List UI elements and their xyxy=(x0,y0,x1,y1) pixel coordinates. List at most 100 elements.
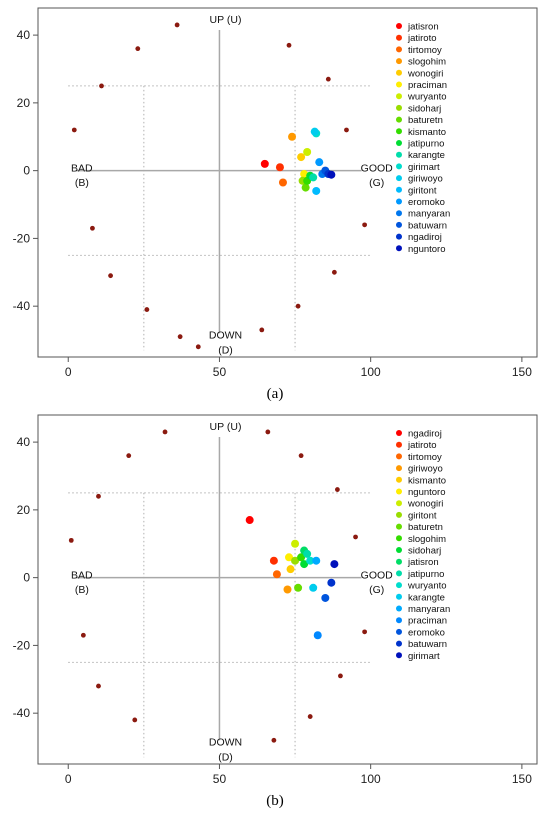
boundary-point xyxy=(295,303,301,309)
x-tick-label: 150 xyxy=(512,772,532,786)
boundary-point xyxy=(108,273,113,279)
y-tick-label: 0 xyxy=(23,571,30,585)
legend-marker xyxy=(396,93,402,100)
data-point-praciman xyxy=(300,170,309,179)
quadrant-label-bad: BAD xyxy=(71,163,93,175)
scatter-plot-a: 0 50 100 150 -40 -20 0 20 40 UP (U) DOWN (D) BAD (B) G… xyxy=(13,7,538,379)
quadrant-label-down: DOWN xyxy=(209,736,242,748)
boundary-point xyxy=(338,673,343,679)
legend-label: jatisron xyxy=(407,557,439,568)
legend-marker xyxy=(396,69,402,76)
data-point-jatisron xyxy=(260,159,269,168)
boundary-point xyxy=(96,683,101,689)
y-tick-label: 40 xyxy=(17,28,31,42)
legend-marker xyxy=(396,465,402,472)
legend-label: kismanto xyxy=(408,127,446,138)
legend-label: girimart xyxy=(408,162,440,173)
boundary-point xyxy=(298,453,304,459)
chart-panel-b: 0 50 100 150 -40 -20 0 20 40 UP (U) DOWN (D) BAD (B) G… xyxy=(0,407,550,814)
quadrant-label-up: UP (U) xyxy=(210,14,242,26)
data-point-eromoko xyxy=(315,158,324,167)
x-tick-label: 0 xyxy=(65,365,72,379)
legend-label: kismanto xyxy=(408,475,446,486)
data-point-jatiroto xyxy=(275,163,284,172)
legend-label: nguntoro xyxy=(408,487,446,498)
chart-panel-a: 0 50 100 150 -40 -20 0 20 40 UP (U) DOWN (D) BAD (B) G… xyxy=(13,7,538,402)
legend-marker xyxy=(396,582,402,589)
boundary-point xyxy=(331,269,337,275)
quadrant-label-good-code: (G) xyxy=(369,177,384,189)
legend-label: baturetn xyxy=(408,522,443,533)
quadrant-label-good-code: (G) xyxy=(369,584,384,596)
boundary-point xyxy=(135,46,141,52)
legend-label: eromoko xyxy=(408,197,445,208)
data-point-eromoko xyxy=(321,593,330,602)
boundary-point xyxy=(286,42,292,48)
legend-marker xyxy=(396,558,402,565)
boundary-point xyxy=(353,534,358,540)
data-point-praciman xyxy=(313,631,322,640)
legend-label: giriwoyo xyxy=(408,174,443,185)
boundary-point xyxy=(144,307,150,312)
legend-label: batuwarn xyxy=(408,220,447,231)
boundary-point xyxy=(177,334,183,340)
legend-label: ngadiroj xyxy=(408,232,442,243)
data-point-slogohim xyxy=(288,132,297,141)
boundary-point xyxy=(265,429,271,435)
legend-label: praciman xyxy=(408,80,447,91)
data-point-tirtomoy xyxy=(272,570,281,579)
legend-label: jatiroto xyxy=(407,440,437,451)
data-point-tirtomoy xyxy=(278,178,287,187)
legend-marker xyxy=(396,617,402,624)
x-tick-label: 50 xyxy=(213,365,227,379)
legend-marker xyxy=(396,46,402,53)
boundary-point xyxy=(362,222,368,228)
legend-label: karangte xyxy=(408,150,445,161)
data-point-nguntoro xyxy=(327,170,336,179)
data-point-nguntoro xyxy=(285,553,294,562)
quadrant-label-down-code: (D) xyxy=(218,345,233,357)
y-tick-label: 0 xyxy=(23,164,30,178)
x-tick-label: 0 xyxy=(65,772,72,786)
legend-label: batuwarn xyxy=(408,639,447,650)
y-tick-label: -20 xyxy=(13,638,31,652)
legend-marker xyxy=(396,186,402,193)
legend-marker xyxy=(396,198,402,205)
legend-marker xyxy=(396,593,402,600)
y-tick-label: 40 xyxy=(17,435,31,449)
legend-label: slogohim xyxy=(408,57,446,68)
data-point-ngadiroj xyxy=(245,516,254,525)
boundary-point xyxy=(126,453,132,459)
legend-marker xyxy=(396,221,402,228)
legend-marker xyxy=(396,58,402,65)
boundary-point xyxy=(259,327,265,333)
boundary-point xyxy=(99,83,104,89)
scatter-plot-b: 0 50 100 150 -40 -20 0 20 40 UP (U) DOWN (D) BAD (B) G… xyxy=(13,414,538,786)
x-tick-label: 100 xyxy=(361,365,381,379)
legend-marker xyxy=(396,535,402,542)
legend-label: sidoharj xyxy=(408,546,441,557)
legend-label: baturetn xyxy=(408,115,443,126)
data-point-wonogiri xyxy=(291,539,300,548)
legend-label: slogohim xyxy=(408,534,446,545)
boundary-point xyxy=(96,493,101,499)
legend-marker xyxy=(396,476,402,483)
legend-marker xyxy=(396,81,402,88)
legend-marker xyxy=(396,128,402,135)
boundary-point xyxy=(271,737,277,743)
data-point-kismanto xyxy=(286,565,295,574)
legend-label: ngadiroj xyxy=(408,429,442,440)
panel-label-a: (a) xyxy=(266,386,284,402)
data-point-manyaran xyxy=(312,556,321,565)
legend-label: wuryanto xyxy=(407,92,447,103)
legend-label: giritont xyxy=(408,510,437,521)
data-point-giriwoyo xyxy=(283,585,292,594)
boundary-point xyxy=(362,629,368,635)
boundary-point xyxy=(325,76,331,82)
data-point-karangte xyxy=(309,173,318,182)
x-tick-label: 150 xyxy=(512,365,532,379)
legend-marker xyxy=(396,233,402,240)
legend-label: jatipurno xyxy=(407,139,444,150)
legend-marker xyxy=(396,175,402,182)
y-tick-label: 20 xyxy=(17,503,31,517)
